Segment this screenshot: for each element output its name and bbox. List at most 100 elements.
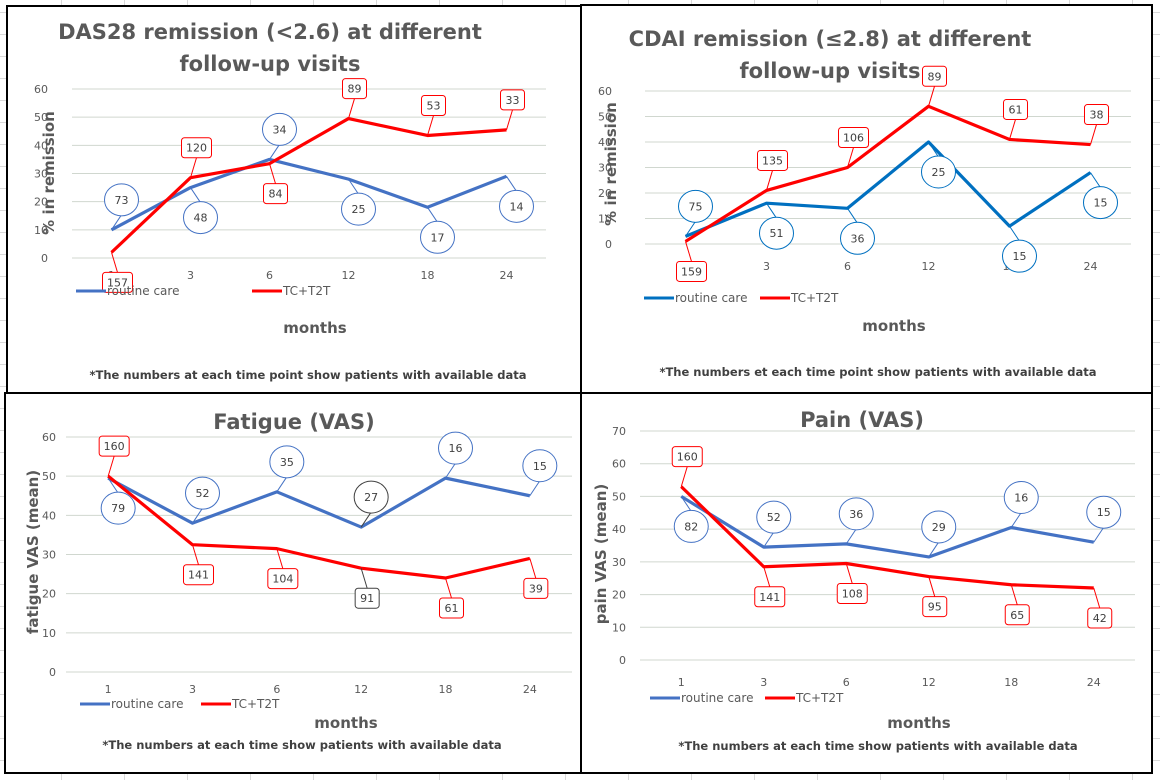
callout-box xyxy=(754,586,786,608)
callout-pointer xyxy=(1010,584,1018,605)
callout-pointer xyxy=(1090,172,1101,188)
callout-pointer xyxy=(685,241,692,262)
callout-pointer xyxy=(928,541,940,558)
callout-n-label: 108 xyxy=(842,587,863,600)
cdai-remission-chart: CDAI remission (≤2.8) at different follow… xyxy=(580,4,1153,394)
x-axis-label: months xyxy=(887,714,950,732)
data-callout: 39 xyxy=(523,558,549,599)
callout-box xyxy=(922,65,947,87)
series-line-routine-care xyxy=(110,157,508,232)
callout-pointer xyxy=(1090,124,1097,145)
callout-bubble xyxy=(104,183,139,217)
callout-n-label: 34 xyxy=(273,123,287,136)
callout-pointer xyxy=(766,202,777,219)
x-tick-label: 12 xyxy=(922,260,936,273)
callout-n-label: 48 xyxy=(194,212,208,225)
callout-pointer xyxy=(427,207,438,223)
callout-n-label: 104 xyxy=(272,573,293,586)
y-tick-label: 60 xyxy=(598,85,612,98)
callout-n-label: 39 xyxy=(529,582,543,595)
callout-n-label: 42 xyxy=(1093,612,1107,625)
callout-box xyxy=(523,577,549,599)
data-callout: 108 xyxy=(836,563,868,604)
callout-bubble xyxy=(921,510,957,544)
callout-pointer xyxy=(111,214,122,231)
y-axis-label: % in remission xyxy=(40,111,58,235)
series-line-routine-care xyxy=(684,140,1092,238)
y-axis-label: % in remission xyxy=(602,102,620,226)
callout-box xyxy=(836,582,868,604)
chart-title: Pain (VAS) xyxy=(800,408,924,432)
callout-n-label: 141 xyxy=(759,591,780,604)
callout-n-label: 84 xyxy=(269,188,283,201)
y-tick-label: 50 xyxy=(612,490,626,503)
x-tick-label: 6 xyxy=(844,260,851,273)
y-tick-label: 40 xyxy=(34,139,48,152)
y-axis-label: fatigue VAS (mean) xyxy=(24,470,42,634)
legend-label: TC+T2T xyxy=(282,284,331,298)
callout-n-label: 160 xyxy=(104,440,125,453)
callout-n-label: 120 xyxy=(186,142,207,155)
das28-remission-chart: DAS28 remission (<2.6) at different follo… xyxy=(6,5,582,394)
y-tick-label: 20 xyxy=(34,196,48,209)
callout-bubble xyxy=(1086,495,1122,529)
callout-n-label: 75 xyxy=(689,200,703,213)
callout-pointer xyxy=(928,141,939,158)
legend-label: TC+T2T xyxy=(790,291,839,305)
callout-bubble xyxy=(673,509,709,543)
callout-n-label: 38 xyxy=(1090,109,1104,122)
y-tick-label: 10 xyxy=(598,213,612,226)
callout-box xyxy=(838,127,869,148)
data-callout: 159 xyxy=(676,241,707,282)
callout-pointer xyxy=(506,109,513,130)
callout-pointer xyxy=(1009,225,1020,242)
callout-pointer xyxy=(506,176,517,192)
x-tick-label: 3 xyxy=(187,269,194,282)
callout-n-label: 15 xyxy=(533,460,547,473)
y-tick-label: 0 xyxy=(49,666,56,679)
callout-box xyxy=(1003,98,1028,120)
legend-label: routine care xyxy=(675,291,747,305)
chart-title: follow-up visits xyxy=(740,59,921,83)
data-callout: 15 xyxy=(1083,172,1118,220)
data-callout: 120 xyxy=(181,137,212,178)
x-tick-label: 18 xyxy=(421,269,435,282)
x-tick-label: 18 xyxy=(1004,676,1018,689)
callout-n-label: 36 xyxy=(851,232,865,245)
callout-box xyxy=(757,149,788,171)
callout-bubble xyxy=(1083,186,1118,220)
callout-n-label: 89 xyxy=(928,70,942,83)
callout-n-label: 36 xyxy=(849,508,863,521)
series-line-tc-t2t xyxy=(107,474,531,580)
y-axis-label: pain VAS (mean) xyxy=(592,484,610,624)
data-callout: 35 xyxy=(269,445,305,493)
y-tick-label: 60 xyxy=(42,431,56,444)
data-callout: 79 xyxy=(100,477,136,525)
callout-pointer xyxy=(276,476,288,493)
callout-n-label: 159 xyxy=(681,265,702,278)
callout-bubble xyxy=(756,500,792,534)
data-callout: 33 xyxy=(500,89,525,130)
callout-bubble xyxy=(838,497,874,531)
callout-box xyxy=(1084,104,1109,126)
callout-box xyxy=(676,260,707,282)
callout-pointer xyxy=(1010,512,1022,528)
callout-n-label: 16 xyxy=(1014,492,1028,505)
callout-pointer xyxy=(847,147,854,168)
callout-bubble xyxy=(100,491,136,525)
y-tick-label: 30 xyxy=(34,168,48,181)
x-tick-label: 18 xyxy=(439,683,453,696)
callout-n-label: 61 xyxy=(1009,103,1023,116)
x-tick-label: 12 xyxy=(922,676,936,689)
callout-bubble xyxy=(921,155,956,189)
x-tick-label: 6 xyxy=(843,676,850,689)
legend-label: routine care xyxy=(681,691,753,705)
x-tick-label: 12 xyxy=(342,269,356,282)
data-callout: 52 xyxy=(756,500,792,548)
callout-n-label: 141 xyxy=(188,569,209,582)
callout-n-label: 157 xyxy=(107,276,128,289)
legend-label: routine care xyxy=(107,284,179,298)
callout-n-label: 61 xyxy=(445,602,459,615)
x-tick-label: 12 xyxy=(354,683,368,696)
